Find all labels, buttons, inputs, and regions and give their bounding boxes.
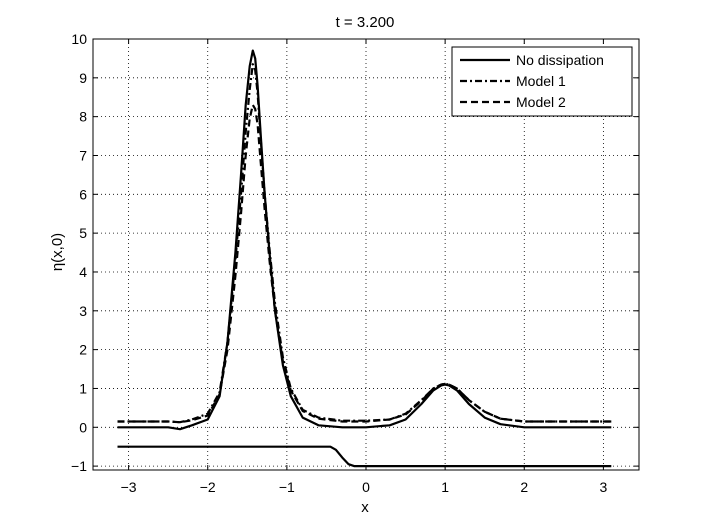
legend: No dissipation Model 1 Model 2: [451, 46, 633, 117]
y-tick-label: 3: [79, 303, 87, 319]
x-tick-label: −2: [200, 479, 216, 495]
axis-ticks: −3 −2 −1 0 1 2 3 −1 0 1 2 3 4 5 6 7 8 9 10: [71, 31, 639, 495]
x-tick-label: 2: [520, 479, 528, 495]
legend-label: Model 2: [516, 94, 566, 110]
series-line-model-2: [117, 103, 612, 424]
chart-title: t = 3.200: [336, 14, 395, 31]
y-tick-label: 5: [79, 225, 87, 241]
x-tick-label: −3: [121, 479, 137, 495]
series-line-baseline: [117, 445, 612, 468]
y-tick-label: 7: [79, 147, 87, 163]
x-tick-label: −1: [279, 479, 295, 495]
y-axis-label: η(x,0): [49, 233, 66, 271]
y-tick-label: 8: [79, 109, 87, 125]
y-tick-label: 9: [79, 70, 87, 86]
x-tick-label: 0: [362, 479, 370, 495]
legend-label: Model 1: [516, 73, 566, 89]
y-tick-label: 6: [79, 186, 87, 202]
series-line-model-1: [117, 63, 612, 424]
y-tick-label: 4: [79, 264, 87, 280]
legend-label: No dissipation: [516, 52, 604, 68]
x-tick-label: 3: [599, 479, 607, 495]
series-group: [117, 49, 612, 468]
y-tick-label: 0: [79, 419, 87, 435]
x-tick-label: 1: [441, 479, 449, 495]
y-tick-label: −1: [71, 458, 87, 474]
y-tick-label: 2: [79, 342, 87, 358]
y-tick-label: 1: [79, 380, 87, 396]
x-axis-label: x: [361, 499, 369, 516]
y-tick-label: 10: [71, 31, 87, 47]
